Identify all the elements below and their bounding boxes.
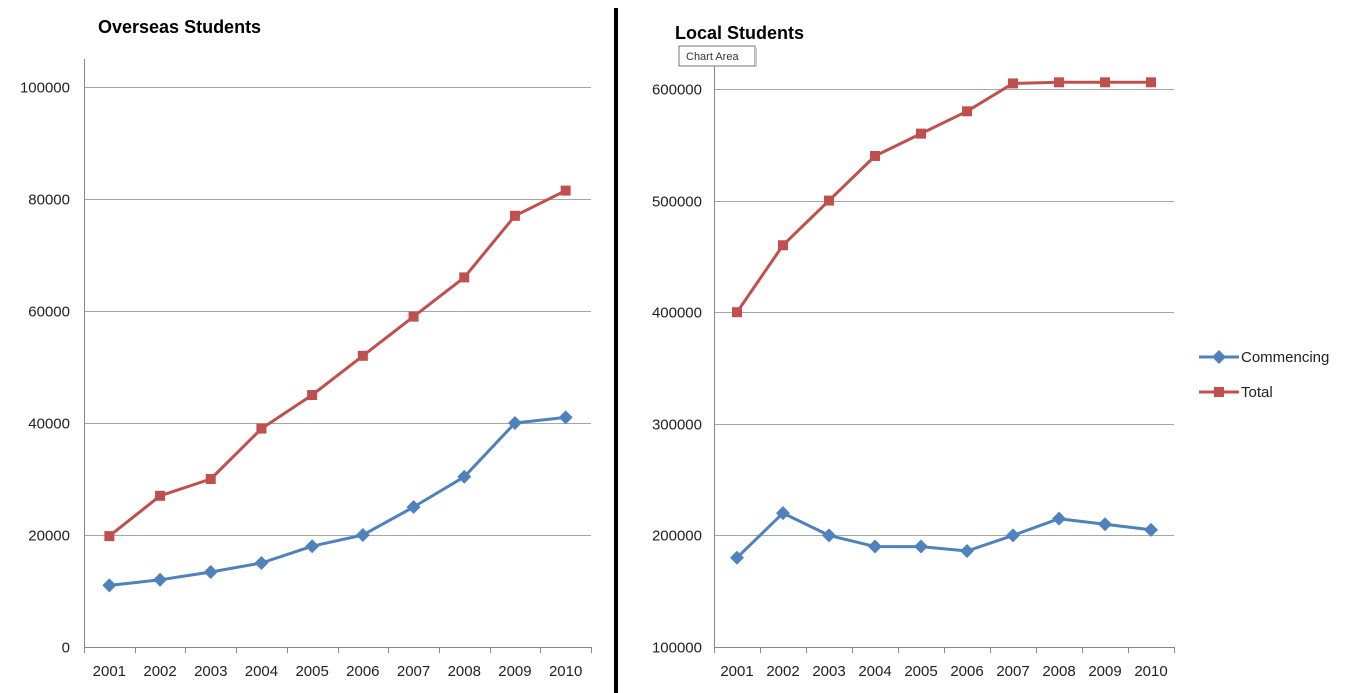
x-tick-label: 2004 (245, 663, 278, 680)
series-line-commencing (735, 511, 1153, 560)
y-tick-label: 400000 (652, 305, 702, 322)
data-point-total (155, 490, 166, 501)
y-tick-label: 40000 (28, 416, 70, 433)
data-point-commencing (1006, 528, 1020, 543)
series-line-commencing (107, 415, 568, 587)
series-line-total (107, 189, 568, 538)
y-tick-label: 300000 (652, 417, 702, 434)
data-point-total (962, 106, 972, 117)
y-tick-label: 100000 (652, 640, 702, 657)
data-point-commencing (960, 544, 974, 559)
data-point-commencing (355, 528, 370, 542)
data-point-total (824, 195, 834, 206)
data-point-total (870, 150, 880, 161)
legend-label: Total (1241, 384, 1273, 401)
y-tick-label: 200000 (652, 528, 702, 545)
data-point-commencing (1098, 517, 1112, 532)
x-tick-label: 2003 (194, 663, 227, 680)
chart-title-local: Local Students (675, 23, 804, 43)
gridlines-overseas (84, 87, 591, 536)
gridlines-local (714, 89, 1174, 536)
data-point-commencing (305, 539, 320, 554)
data-point-commencing (730, 550, 744, 565)
data-point-commencing (457, 469, 472, 484)
x-tick-label: 2001 (720, 663, 753, 680)
y-tick-labels-overseas: 0 20000 40000 60000 80000 100000 (20, 80, 70, 657)
data-point-commencing (1052, 511, 1066, 526)
tooltip-text: Chart Area (686, 51, 739, 63)
data-point-commencing (914, 539, 928, 554)
y-tick-label: 0 (62, 640, 70, 657)
data-point-commencing (102, 578, 117, 593)
x-tick-label: 2006 (346, 663, 379, 680)
x-tick-label: 2008 (1042, 663, 1075, 680)
data-point-total (357, 350, 368, 361)
series-overseas (102, 185, 573, 593)
data-point-commencing (507, 416, 522, 430)
data-point-commencing (822, 528, 836, 543)
x-tick-label: 2001 (93, 663, 126, 680)
series-local (730, 77, 1158, 565)
data-point-total (408, 311, 419, 322)
x-tick-label: 2006 (950, 663, 983, 680)
data-point-total (459, 272, 470, 283)
x-tick-label: 2010 (1134, 663, 1167, 680)
overseas-students-chart[interactable]: Overseas Students 0 20000 40000 60000 80000 1… (20, 17, 592, 680)
data-point-total (916, 128, 926, 139)
data-point-commencing (254, 556, 269, 570)
x-tick-label: 2004 (858, 663, 891, 680)
x-tick-label: 2009 (498, 663, 531, 680)
x-tick-label: 2007 (996, 663, 1029, 680)
data-point-total (205, 474, 216, 484)
axes-overseas (84, 59, 592, 653)
chart-area-tooltip: Chart Area (678, 45, 757, 67)
legend-marker (1212, 350, 1226, 364)
data-point-commencing (153, 572, 168, 587)
x-tick-label: 2002 (143, 663, 176, 680)
y-tick-label: 60000 (28, 304, 70, 321)
x-tick-label: 2010 (549, 663, 582, 680)
local-students-chart[interactable]: Local Students 100000 200000 300000 400000 5… (652, 23, 1329, 680)
x-tick-label: 2003 (812, 663, 845, 680)
data-point-commencing (203, 564, 218, 579)
data-point-commencing (868, 539, 882, 554)
legend-label: Commencing (1241, 349, 1329, 366)
tooltip-shadow (755, 48, 757, 67)
data-point-total (104, 531, 115, 542)
x-tick-label: 2002 (766, 663, 799, 680)
data-point-total (778, 240, 788, 251)
series-line-total (735, 80, 1153, 314)
legend-marker (1214, 387, 1224, 397)
data-point-total (732, 307, 742, 318)
data-point-total (307, 390, 318, 400)
y-tick-label: 600000 (652, 82, 702, 99)
data-point-total (256, 423, 267, 434)
data-point-total (1054, 77, 1064, 88)
data-point-commencing (1144, 522, 1158, 537)
data-point-total (509, 210, 520, 221)
data-point-total (1146, 77, 1156, 88)
x-tick-label: 2005 (904, 663, 937, 680)
data-point-commencing (776, 506, 790, 521)
legend: Commencing Total (1199, 349, 1329, 401)
y-tick-label: 80000 (28, 192, 70, 209)
y-tick-label: 100000 (20, 80, 70, 97)
y-tick-label: 20000 (28, 528, 70, 545)
data-point-commencing (406, 500, 421, 514)
data-point-total (1008, 78, 1018, 89)
chart-title-overseas: Overseas Students (98, 17, 261, 37)
x-tick-label: 2009 (1088, 663, 1121, 680)
x-tick-label: 2007 (397, 663, 430, 680)
y-tick-label: 500000 (652, 194, 702, 211)
axes-local (714, 61, 1175, 653)
x-tick-label: 2005 (295, 663, 328, 680)
y-tick-labels-local: 100000 200000 300000 400000 500000 600000 (652, 82, 702, 657)
x-tick-label: 2008 (448, 663, 481, 680)
x-tick-labels-overseas: 2001 2002 2003 2004 2005 2006 2007 2008 2009 2010 (93, 663, 583, 680)
data-point-commencing (558, 410, 573, 425)
data-point-total (560, 185, 571, 196)
data-point-total (1100, 77, 1110, 88)
x-tick-labels-local: 2001 2002 2003 2004 2005 2006 2007 2008 2009 2010 (720, 663, 1167, 680)
